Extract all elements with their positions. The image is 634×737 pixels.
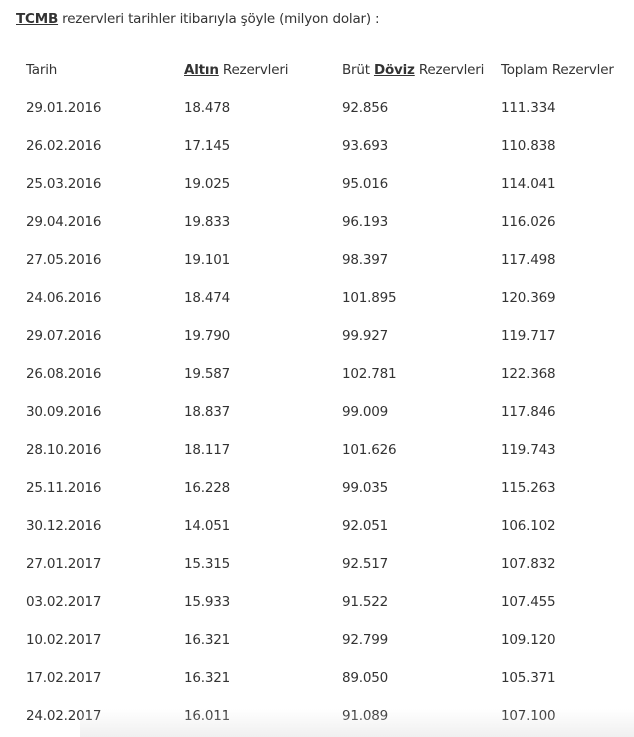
altin-link[interactable]: Altın [184,62,219,78]
cell-gold: 14.051 [184,518,231,534]
cell-date: 26.08.2016 [26,366,102,382]
cell-fx: 101.626 [342,442,397,458]
cell-fx: 98.397 [342,252,389,268]
cell-fx: 92.051 [342,518,389,534]
cell-fx: 99.035 [342,480,389,496]
cell-date: 03.02.2017 [26,594,102,610]
table-row: 27.05.2016 19.101 98.397 117.498 [0,252,634,272]
header-fx-prefix: Brüt [342,62,374,78]
table-row: 30.12.2016 14.051 92.051 106.102 [0,518,634,538]
cell-fx: 91.522 [342,594,389,610]
cell-fx: 95.016 [342,176,389,192]
cell-total: 107.100 [501,708,556,724]
header-fx: Brüt Döviz Rezervleri [342,62,484,78]
doviz-link[interactable]: Döviz [373,62,415,78]
table-row: 24.02.2017 16.011 91.089 107.100 [0,708,634,728]
cell-gold: 16.011 [184,708,231,724]
cell-date: 30.09.2016 [26,404,102,420]
intro-paragraph: TCMB rezervleri tarihler itibarıyla şöyl… [16,11,380,27]
table-row: 24.06.2016 18.474 101.895 120.369 [0,290,634,310]
table-row: 26.08.2016 19.587 102.781 122.368 [0,366,634,386]
cell-gold: 19.587 [184,366,231,382]
cell-total: 117.498 [501,252,556,268]
cell-gold: 16.321 [184,670,231,686]
cell-date: 30.12.2016 [26,518,102,534]
cell-gold: 15.315 [184,556,231,572]
cell-total: 120.369 [501,290,556,306]
cell-total: 115.263 [501,480,556,496]
cell-total: 111.334 [501,100,556,116]
table-row: 17.02.2017 16.321 89.050 105.371 [0,670,634,690]
cell-total: 106.102 [501,518,556,534]
table-row: 29.04.2016 19.833 96.193 116.026 [0,214,634,234]
cell-total: 105.371 [501,670,556,686]
header-date: Tarih [26,62,58,78]
cell-total: 119.717 [501,328,556,344]
header-fx-text: Rezervleri [414,62,485,78]
cell-total: 114.041 [501,176,556,192]
cell-total: 107.832 [501,556,556,572]
cell-date: 17.02.2017 [26,670,102,686]
cell-fx: 93.693 [342,138,389,154]
cell-gold: 17.145 [184,138,231,154]
table-row: 29.07.2016 19.790 99.927 119.717 [0,328,634,348]
cell-total: 116.026 [501,214,556,230]
cell-fx: 89.050 [342,670,389,686]
cell-date: 29.01.2016 [26,100,102,116]
table-row: 25.03.2016 19.025 95.016 114.041 [0,176,634,196]
cell-total: 110.838 [501,138,556,154]
cell-gold: 15.933 [184,594,231,610]
cell-fx: 92.517 [342,556,389,572]
cell-total: 122.368 [501,366,556,382]
cell-total: 117.846 [501,404,556,420]
cell-date: 28.10.2016 [26,442,102,458]
cell-gold: 18.474 [184,290,231,306]
cell-fx: 101.895 [342,290,397,306]
cell-gold: 18.837 [184,404,231,420]
cell-date: 25.11.2016 [26,480,102,496]
table-row: 25.11.2016 16.228 99.035 115.263 [0,480,634,500]
cell-fx: 91.089 [342,708,389,724]
table-row: 03.02.2017 15.933 91.522 107.455 [0,594,634,614]
cell-gold: 19.833 [184,214,231,230]
cell-gold: 18.117 [184,442,231,458]
header-gold-text: Rezervleri [218,62,289,78]
table-row: 26.02.2016 17.145 93.693 110.838 [0,138,634,158]
header-total: Toplam Rezervler [501,62,614,78]
cell-fx: 102.781 [342,366,397,382]
table-row: 29.01.2016 18.478 92.856 111.334 [0,100,634,120]
table-row: 27.01.2017 15.315 92.517 107.832 [0,556,634,576]
table-header-row: Tarih Altın Rezervleri Brüt Döviz Rezerv… [0,62,634,82]
cell-fx: 96.193 [342,214,389,230]
cell-gold: 19.101 [184,252,231,268]
cell-date: 29.07.2016 [26,328,102,344]
tcmb-link[interactable]: TCMB [16,11,59,27]
header-gold: Altın Rezervleri [184,62,288,78]
cell-date: 27.01.2017 [26,556,102,572]
cell-fx: 99.927 [342,328,389,344]
cell-date: 29.04.2016 [26,214,102,230]
cell-fx: 92.856 [342,100,389,116]
cell-date: 24.06.2016 [26,290,102,306]
table-row: 10.02.2017 16.321 92.799 109.120 [0,632,634,652]
cell-fx: 92.799 [342,632,389,648]
cell-gold: 18.478 [184,100,231,116]
cell-gold: 19.790 [184,328,231,344]
table-row: 28.10.2016 18.117 101.626 119.743 [0,442,634,462]
cell-total: 109.120 [501,632,556,648]
cell-total: 119.743 [501,442,556,458]
cell-gold: 16.228 [184,480,231,496]
cell-gold: 16.321 [184,632,231,648]
cell-gold: 19.025 [184,176,231,192]
cell-date: 27.05.2016 [26,252,102,268]
cell-date: 26.02.2016 [26,138,102,154]
table-row: 30.09.2016 18.837 99.009 117.846 [0,404,634,424]
intro-text: rezervleri tarihler itibarıyla şöyle (mi… [58,11,380,27]
cell-fx: 99.009 [342,404,389,420]
cell-date: 25.03.2016 [26,176,102,192]
cell-total: 107.455 [501,594,556,610]
cell-date: 24.02.2017 [26,708,102,724]
cell-date: 10.02.2017 [26,632,102,648]
